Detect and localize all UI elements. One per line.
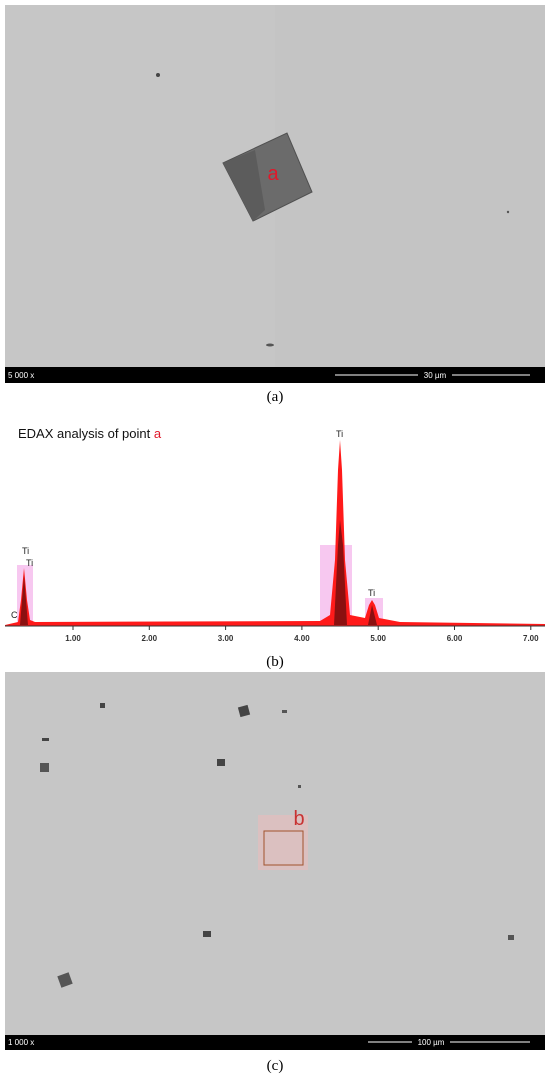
magnification: 5 000 x [8,371,34,380]
particle [57,972,73,988]
info-bar [5,367,545,383]
region-glow [258,815,308,870]
peak-label: Ti [22,546,29,556]
info-bar [5,1035,545,1050]
x-tick-label: 5.00 [370,634,386,643]
point-label: a [267,163,279,185]
particle [203,931,211,937]
scale-bg [412,1037,450,1047]
particle [100,703,105,708]
x-tick-label: 2.00 [142,634,158,643]
region-label: b [293,808,304,830]
particle [156,73,160,77]
scale-bg [418,370,452,380]
caption: (a) [267,389,284,405]
particle [282,710,287,713]
particle [40,763,49,772]
x-tick-label: 1.00 [65,634,81,643]
cube-face [223,150,265,221]
x-tick-label: 7.00 [523,634,539,643]
x-tick-label: 6.00 [447,634,463,643]
shade [5,5,275,383]
region-box [263,830,304,866]
caption: (b) [266,654,284,670]
x-tick-label: 3.00 [218,634,234,643]
particle [508,935,514,940]
spectrum [5,440,545,626]
particle [506,210,510,214]
particle [237,704,251,718]
particle [42,738,49,741]
spectrum-title: EDAX analysis of point a [18,426,162,441]
magnification: 1 000 x [8,1038,34,1047]
caption: (c) [267,1058,284,1074]
scale-label: 30 µm [424,371,447,380]
peak-label: Ti [368,588,375,598]
x-tick-label: 4.00 [294,634,310,643]
peak-label: C [11,610,18,620]
particle [266,343,274,347]
peak-label: Ti [336,429,343,439]
particle [217,759,225,766]
peak-label: Ti [26,558,33,568]
particle [298,785,301,788]
scale-label: 100 µm [418,1038,445,1047]
spectrum-core [20,520,377,625]
sem-image-c [5,672,545,1050]
